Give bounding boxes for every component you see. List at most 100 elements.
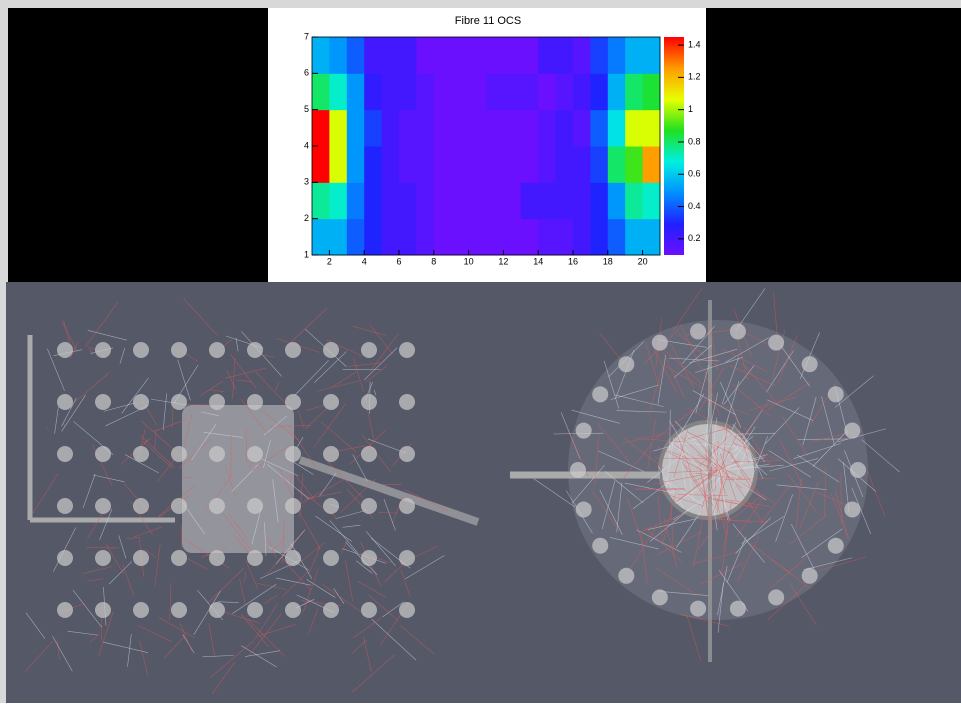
pmt xyxy=(730,323,746,339)
heat-cell xyxy=(625,73,643,110)
pmt xyxy=(171,498,187,514)
heat-cell xyxy=(503,37,521,74)
heat-cell xyxy=(608,73,626,110)
pmt xyxy=(323,550,339,566)
heat-cell xyxy=(382,73,400,110)
pmt xyxy=(247,446,263,462)
heat-cell xyxy=(486,73,504,110)
heat-cell xyxy=(486,146,504,183)
pmt xyxy=(361,342,377,358)
pmt xyxy=(802,568,818,584)
pmt xyxy=(618,356,634,372)
pmt xyxy=(209,498,225,514)
cylinder xyxy=(182,405,294,553)
heat-cell xyxy=(416,219,434,256)
pmt xyxy=(768,335,784,351)
z-tick-label: 1 xyxy=(688,104,693,114)
pmt xyxy=(171,342,187,358)
heat-cell xyxy=(538,37,556,74)
heat-cell xyxy=(451,182,469,219)
heat-cell xyxy=(399,73,417,110)
y-tick-label: 4 xyxy=(304,140,309,150)
pmt xyxy=(285,394,301,410)
pmt xyxy=(361,498,377,514)
heat-cell xyxy=(469,219,487,256)
heat-cell xyxy=(469,73,487,110)
heat-cell xyxy=(573,37,591,74)
heat-cell xyxy=(364,110,382,147)
pmt xyxy=(652,589,668,605)
heat-cell xyxy=(434,73,452,110)
pmt xyxy=(828,386,844,402)
heat-cell xyxy=(416,73,434,110)
pmt xyxy=(95,394,111,410)
heat-cell xyxy=(608,219,626,256)
heat-cell xyxy=(486,182,504,219)
heat-cell xyxy=(382,37,400,74)
pmt xyxy=(690,323,706,339)
pmt xyxy=(209,446,225,462)
heat-cell xyxy=(556,37,574,74)
pmt xyxy=(171,446,187,462)
heat-cell xyxy=(434,182,452,219)
heat-cell xyxy=(486,37,504,74)
heat-cell xyxy=(625,182,643,219)
heat-cell xyxy=(434,37,452,74)
heat-cell xyxy=(416,182,434,219)
heat-cell xyxy=(538,73,556,110)
heat-cell xyxy=(590,146,608,183)
pmt xyxy=(57,394,73,410)
heat-cell xyxy=(364,37,382,74)
z-tick-label: 0.4 xyxy=(688,201,701,211)
pmt xyxy=(730,601,746,617)
pmt xyxy=(576,501,592,517)
heat-cell xyxy=(347,73,365,110)
pmt xyxy=(399,446,415,462)
heat-cell xyxy=(503,182,521,219)
heat-cell xyxy=(503,219,521,256)
heat-cell xyxy=(399,146,417,183)
y-tick-label: 2 xyxy=(304,213,309,223)
pmt xyxy=(209,550,225,566)
heat-cell xyxy=(451,110,469,147)
heat-cell xyxy=(643,37,661,74)
x-tick-label: 14 xyxy=(533,256,543,266)
pmt xyxy=(209,394,225,410)
heat-cell xyxy=(608,182,626,219)
x-tick-label: 10 xyxy=(464,256,474,266)
x-tick-label: 18 xyxy=(603,256,613,266)
heat-cell xyxy=(347,110,365,147)
heat-cell xyxy=(329,110,347,147)
heat-cell xyxy=(382,182,400,219)
pmt xyxy=(95,498,111,514)
pmt xyxy=(361,602,377,618)
pmt xyxy=(133,446,149,462)
heat-cell xyxy=(643,182,661,219)
heat-cell xyxy=(434,110,452,147)
pmt xyxy=(171,602,187,618)
heat-cell xyxy=(538,146,556,183)
heat-cell xyxy=(312,219,330,256)
heat-cell xyxy=(538,182,556,219)
pmt xyxy=(95,446,111,462)
pmt xyxy=(247,498,263,514)
pmt xyxy=(57,498,73,514)
heat-cell xyxy=(486,219,504,256)
pmt xyxy=(247,550,263,566)
pmt xyxy=(592,538,608,554)
heat-cell xyxy=(329,37,347,74)
pmt xyxy=(95,602,111,618)
heat-cell xyxy=(364,219,382,256)
heat-cell xyxy=(434,146,452,183)
pmt xyxy=(171,394,187,410)
heat-cell xyxy=(521,73,539,110)
pmt xyxy=(209,342,225,358)
heat-cell xyxy=(643,146,661,183)
heat-cell xyxy=(469,37,487,74)
heat-cell xyxy=(625,110,643,147)
pmt xyxy=(592,386,608,402)
heat-cell xyxy=(451,37,469,74)
pmt xyxy=(209,602,225,618)
heat-cell xyxy=(312,73,330,110)
x-tick-label: 6 xyxy=(396,256,401,266)
